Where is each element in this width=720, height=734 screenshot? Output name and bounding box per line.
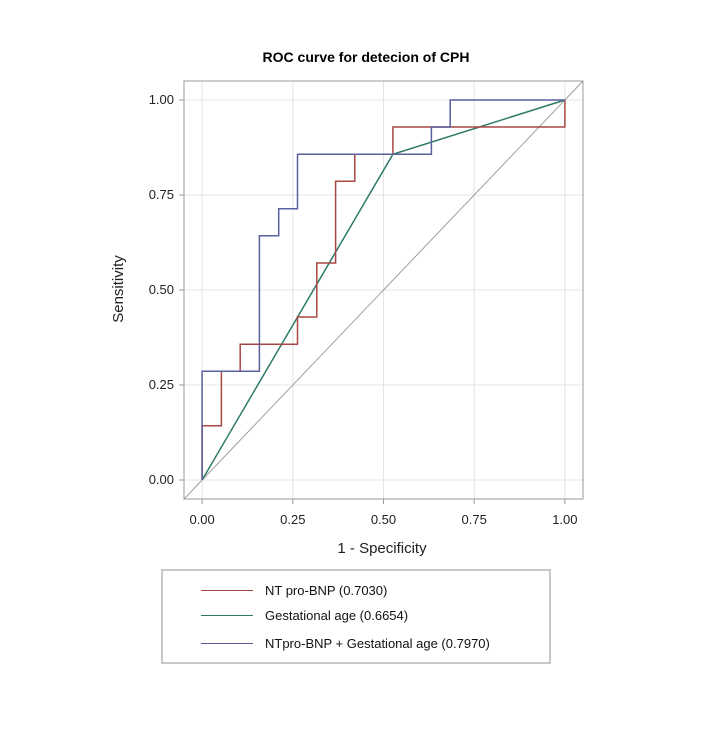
legend-item-combined: NTpro-BNP + Gestational age (0.7970) [201, 636, 490, 651]
x-tick-labels: 0.00 0.25 0.50 0.75 1.00 [189, 499, 578, 527]
legend: NT pro-BNP (0.7030) Gestational age (0.6… [161, 569, 551, 664]
legend-label: NT pro-BNP (0.7030) [265, 583, 388, 598]
y-tick-label: 0.75 [149, 187, 174, 202]
x-tick-label: 1.00 [552, 512, 577, 527]
y-tick-label: 0.25 [149, 377, 174, 392]
y-tick-labels: 0.00 0.25 0.50 0.75 1.00 [149, 92, 184, 487]
grid-lines [184, 81, 583, 499]
legend-swatch-nt-pro-bnp [201, 590, 253, 591]
legend-item-nt-pro-bnp: NT pro-BNP (0.7030) [201, 583, 387, 598]
reference-diagonal-line [183, 80, 584, 500]
x-tick-label: 0.75 [462, 512, 487, 527]
y-axis-label: Sensitivity [110, 255, 127, 323]
series-line-0 [201, 100, 566, 480]
x-axis-label: 1 - Specificity [337, 540, 427, 557]
legend-item-gestational-age: Gestational age (0.6654) [201, 608, 408, 623]
legend-swatch-combined [201, 643, 253, 644]
y-tick-label: 0.00 [149, 472, 174, 487]
series-line-2 [201, 99, 565, 480]
legend-swatch-gestational-age [201, 615, 253, 616]
x-tick-label: 0.00 [189, 512, 214, 527]
x-tick-label: 0.25 [280, 512, 305, 527]
chart-title: ROC curve for detecion of CPH [263, 49, 470, 65]
x-tick-label: 0.50 [371, 512, 396, 527]
y-tick-label: 0.50 [149, 282, 174, 297]
legend-label: Gestational age (0.6654) [265, 608, 409, 623]
y-tick-label: 1.00 [149, 92, 174, 107]
legend-label: NTpro-BNP + Gestational age (0.7970) [265, 636, 490, 651]
series-layer [183, 80, 584, 500]
